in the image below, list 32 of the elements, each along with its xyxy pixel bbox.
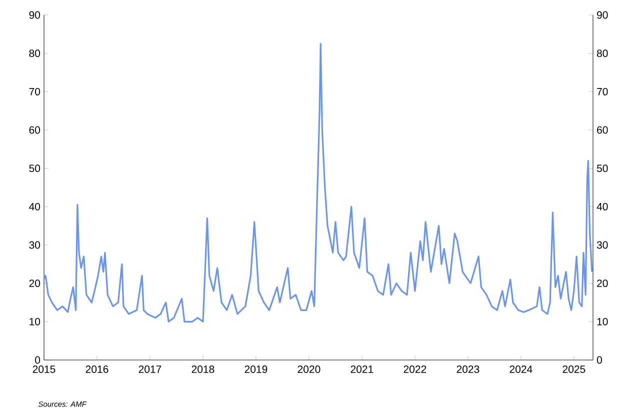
y-tick-label: 90: [29, 11, 40, 19]
x-tick-label: 2024: [510, 366, 532, 373]
x-tick-label: 2018: [192, 366, 214, 373]
y2-tick-label: 0: [596, 356, 602, 364]
y2-tick-label: 80: [596, 50, 608, 58]
y-tick-label: 0: [35, 356, 40, 364]
y-tick-label: 10: [30, 318, 40, 326]
y2-tick-label: 20: [597, 280, 608, 288]
x-tick-label: 2021: [350, 366, 374, 373]
x-tick-label: 2020: [298, 366, 320, 373]
y2-tick-label: 90: [597, 11, 608, 19]
y2-tick-label: 60: [597, 126, 608, 134]
y-tick-label: 60: [29, 126, 40, 134]
x-tick-label: 2015: [32, 366, 56, 373]
line-series: [44, 42, 593, 322]
y2-tick-label: 70: [597, 88, 608, 96]
y2-tick-label: 40: [596, 202, 608, 210]
x-tick-label: 2023: [456, 366, 480, 373]
x-tick-label: 2016: [86, 366, 108, 373]
y-tick-label: 20: [29, 280, 40, 288]
y-tick-label: 40: [29, 202, 40, 210]
x-tick-label: 2025: [562, 366, 586, 373]
x-tick-label: 2017: [138, 366, 162, 373]
x-tick-label: 2022: [404, 366, 426, 373]
y2-tick-label: 30: [596, 241, 608, 249]
y-tick-label: 50: [29, 164, 40, 172]
x-tick-label: 2019: [244, 366, 268, 373]
y2-tick-label: 10: [597, 318, 608, 326]
y-tick-label: 70: [29, 88, 40, 96]
y-tick-label: 80: [29, 50, 40, 58]
y2-tick-label: 50: [596, 164, 608, 172]
y-tick-label: 30: [29, 241, 40, 249]
